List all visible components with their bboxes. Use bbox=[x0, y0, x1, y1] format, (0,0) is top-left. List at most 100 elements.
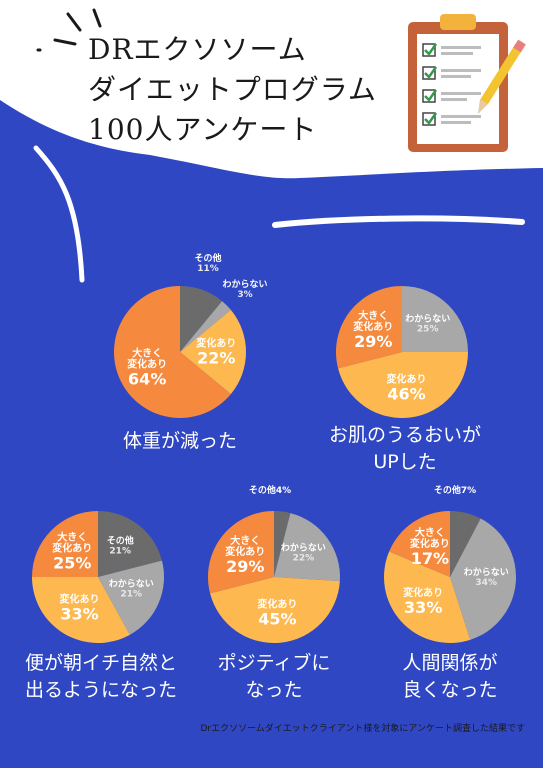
slice-value-text: 22% bbox=[197, 349, 235, 368]
pie-slice bbox=[180, 301, 231, 352]
slice-value-text: 11% bbox=[197, 264, 219, 274]
pie-slice bbox=[383, 551, 471, 644]
pie-slice bbox=[210, 577, 340, 644]
caption-line: ポジティブに bbox=[217, 652, 331, 674]
slice-label-text: 大きく bbox=[230, 534, 260, 547]
caption-line: 出るようになった bbox=[24, 679, 177, 701]
footnote: Drエクソソームダイエットクライアント様を対象にアンケート調査した結果です bbox=[200, 724, 525, 734]
slice-label-text: その他4% bbox=[249, 484, 291, 496]
slice-label: その他4% bbox=[249, 484, 291, 496]
slice-value-text: 29% bbox=[354, 332, 392, 351]
slice-label-text: 変化あり bbox=[196, 337, 236, 350]
slice-label-text: 変化あり bbox=[52, 541, 92, 554]
slice-value-text: 64% bbox=[128, 370, 166, 389]
pie-slice bbox=[98, 560, 165, 635]
pie-slice bbox=[338, 352, 468, 419]
slice-label-text: その他7% bbox=[434, 484, 476, 496]
slice-value-text: 25% bbox=[53, 553, 91, 572]
caption-line: 体重が減った bbox=[122, 430, 237, 452]
slice-value-text: 21% bbox=[121, 589, 143, 599]
slice-label-text: 大きく bbox=[132, 347, 162, 360]
slice-value-text: 33% bbox=[60, 605, 98, 624]
white-accent-line bbox=[272, 215, 525, 228]
slice-value-text: 22% bbox=[293, 554, 315, 564]
slice-value-text: 45% bbox=[258, 610, 296, 629]
slice-value-text: 46% bbox=[387, 385, 425, 404]
white-accent-curve bbox=[33, 145, 85, 283]
slice-value-text: 17% bbox=[411, 549, 449, 568]
slice-label-text: 変化あり bbox=[410, 537, 450, 550]
pie-slice bbox=[450, 518, 516, 640]
slice-label: その他7% bbox=[434, 484, 476, 496]
title-line-2: ダイエットプログラム bbox=[88, 73, 377, 106]
caption-line: 人間関係が bbox=[402, 652, 498, 674]
slice-label-text: 大きく bbox=[358, 309, 388, 322]
pie-slice bbox=[274, 511, 291, 577]
slice-label-text: 大きく bbox=[57, 530, 87, 543]
pie-slice bbox=[180, 309, 246, 395]
slice-label-text: わからない bbox=[109, 578, 154, 589]
slice-value-text: 25% bbox=[417, 324, 439, 334]
caption-bowel: 便が朝イチ自然と 出るようになった bbox=[6, 650, 196, 704]
clipboard-checklist-icon bbox=[408, 14, 508, 152]
pie-slice bbox=[389, 511, 450, 577]
pie-slice bbox=[32, 511, 98, 577]
slice-label-text: わからない bbox=[222, 279, 267, 290]
pie-slice bbox=[335, 286, 402, 369]
pie-slice bbox=[180, 286, 223, 352]
slice-label-text: 変化あり bbox=[387, 373, 427, 386]
slice-value-text: 29% bbox=[226, 557, 264, 576]
caption-skin: お肌のうるおいが UPした bbox=[300, 422, 510, 476]
title-line-1: DRエクソソーム bbox=[88, 33, 307, 66]
pie-slice bbox=[113, 286, 231, 418]
slice-label-text: 変化あり bbox=[403, 586, 443, 599]
slice-label-text: わからない bbox=[464, 567, 509, 578]
sparkle-lines-icon bbox=[36, 8, 102, 52]
slice-label-text: 変化あり bbox=[257, 598, 297, 611]
pie-slice bbox=[402, 286, 468, 352]
pencil-icon bbox=[478, 39, 526, 114]
pie-slice bbox=[450, 511, 481, 577]
caption-line: 便が朝イチ自然と bbox=[24, 652, 177, 674]
caption-line: お肌のうるおいが bbox=[328, 424, 481, 446]
slice-label-text: わからない bbox=[405, 313, 450, 324]
caption-relationships: 人間関係が 良くなった bbox=[360, 650, 540, 704]
caption-weight: 体重が減った bbox=[90, 428, 270, 455]
slice-label-text: わからない bbox=[281, 543, 326, 554]
pie-slice bbox=[207, 511, 274, 594]
slice-label-text: その他 bbox=[194, 252, 221, 264]
slice-label-text: 変化あり bbox=[127, 358, 167, 371]
title-line-3: 100人アンケート bbox=[88, 113, 318, 146]
slice-label-text: 変化あり bbox=[353, 320, 393, 333]
pie-slice bbox=[274, 513, 341, 582]
slice-label-text: 大きく bbox=[415, 526, 445, 539]
slice-value-text: 3% bbox=[237, 290, 252, 300]
caption-line: なった bbox=[245, 679, 303, 701]
pie-slice bbox=[32, 577, 130, 644]
caption-line: 良くなった bbox=[402, 679, 498, 701]
caption-line: UPした bbox=[373, 451, 437, 473]
slice-label-text: 変化あり bbox=[225, 545, 265, 558]
